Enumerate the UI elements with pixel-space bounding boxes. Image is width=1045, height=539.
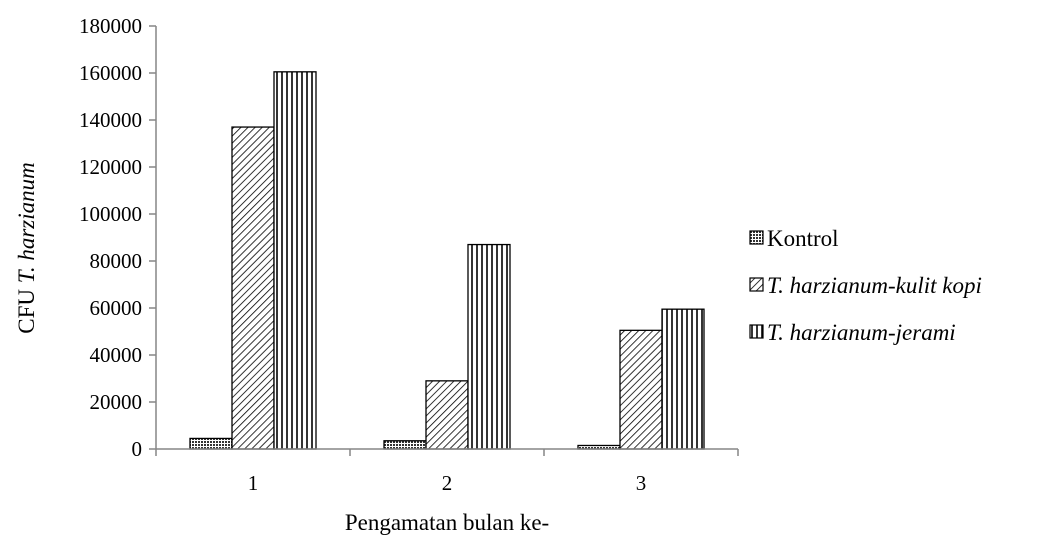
y-axis-ticks: 0 20000 40000 60000 80000 100000 120000 140000 1… [79, 14, 156, 461]
bar-series-2-cat-1 [467, 243, 511, 450]
legend-label-2: T. harzianum-jerami [767, 320, 956, 345]
y-tick-label: 20000 [90, 390, 143, 414]
x-axis-title: Pengamatan bulan ke- [345, 510, 549, 535]
bar-series-2-cat-0 [273, 71, 317, 450]
y-tick-label: 0 [132, 437, 143, 461]
y-tick-label: 100000 [79, 202, 142, 226]
y-axis-title-prefix: CFU [14, 283, 39, 334]
bar-series-2-cat-2 [661, 308, 705, 450]
x-tick-label: 2 [442, 471, 453, 495]
y-tick-label: 120000 [79, 155, 142, 179]
y-tick-label: 140000 [79, 108, 142, 132]
y-tick-label: 160000 [79, 61, 142, 85]
y-tick-label: 60000 [90, 296, 143, 320]
bar-series-1-cat-0 [231, 126, 275, 450]
y-axis-title-italic: T. harzianum [14, 162, 39, 283]
y-tick-label: 40000 [90, 343, 143, 367]
x-tick-label: 1 [248, 471, 259, 495]
legend-swatch-1 [749, 277, 764, 292]
legend-swatch-2 [749, 324, 764, 339]
legend: Kontrol T. harzianum-kulit kopi T. harzian… [749, 226, 982, 345]
legend-swatch-0 [749, 230, 764, 245]
bar-series-0-cat-1 [383, 440, 427, 450]
bar-series-0-cat-0 [189, 437, 233, 450]
y-tick-label: 80000 [90, 249, 143, 273]
bar-series-1-cat-2 [619, 329, 663, 450]
y-tick-label: 180000 [79, 14, 142, 38]
legend-label-0: Kontrol [767, 226, 839, 251]
x-axis-ticks: 1 2 3 [155, 449, 739, 495]
bars [189, 71, 705, 450]
y-axis-title: CFU T. harzianum [14, 162, 39, 334]
x-tick-label: 3 [636, 471, 647, 495]
legend-label-1: T. harzianum-kulit kopi [767, 273, 982, 298]
bar-series-1-cat-1 [425, 380, 469, 450]
